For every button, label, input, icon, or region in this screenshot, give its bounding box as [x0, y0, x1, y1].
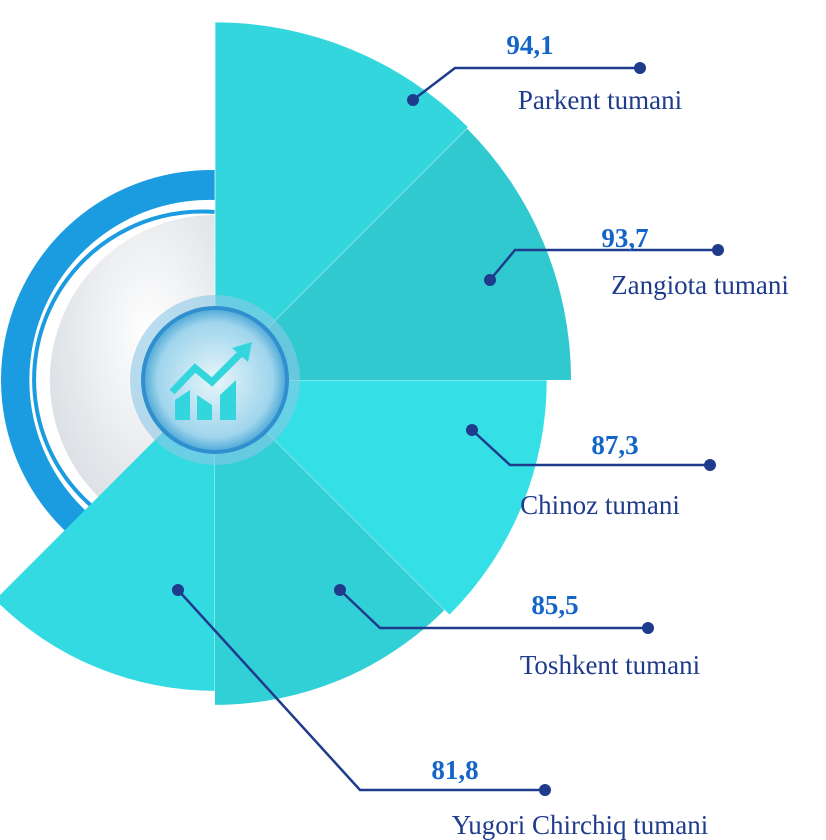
leader-dot — [334, 584, 346, 596]
leader-dot — [466, 424, 478, 436]
leader-dot — [539, 784, 551, 796]
category-label: Zangiota tumani — [611, 270, 789, 300]
center-icon — [130, 295, 300, 465]
leader-line — [412, 66, 640, 101]
leader-dot — [172, 584, 184, 596]
sector — [0, 380, 215, 691]
sector — [215, 128, 572, 380]
sector — [215, 22, 468, 380]
labels: 94,1 Parkent tumani 93,7 Zangiota tumani 87,… — [172, 30, 789, 840]
value-label: 81,8 — [431, 755, 478, 785]
leader-dot — [704, 459, 716, 471]
category-label: Yugori Chirchiq tumani — [452, 810, 708, 840]
leader-line — [177, 589, 545, 792]
category-label: Toshkent tumani — [520, 650, 700, 680]
leader-dot — [484, 274, 496, 286]
category-label: Parkent tumani — [518, 85, 682, 115]
leader-line — [489, 248, 718, 281]
leader-dot — [634, 62, 646, 74]
leader-line — [339, 589, 648, 630]
category-label: Chinoz tumani — [520, 490, 680, 520]
value-label: 94,1 — [506, 30, 553, 60]
leader-dot — [712, 244, 724, 256]
value-label: 87,3 — [591, 430, 638, 460]
sector — [215, 380, 445, 705]
value-label: 85,5 — [531, 590, 578, 620]
sectors — [0, 22, 572, 705]
value-label: 93,7 — [601, 223, 648, 253]
leader-line — [471, 429, 710, 467]
sector — [215, 380, 547, 615]
leader-dot — [407, 94, 419, 106]
leader-dot — [642, 622, 654, 634]
